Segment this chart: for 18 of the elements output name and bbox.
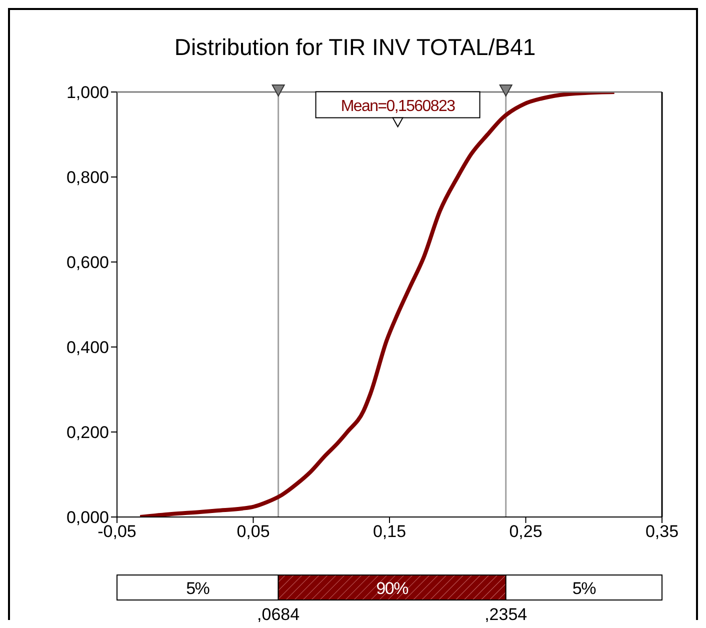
text: ,0684 bbox=[257, 605, 300, 624]
text: 5% bbox=[572, 579, 596, 598]
chart-title: Distribution for TIR INV TOTAL/B41 bbox=[173, 34, 537, 61]
y-tick-label: 0,200 bbox=[66, 423, 109, 442]
x-tick-label: 0,15 bbox=[372, 522, 406, 542]
text: 90% bbox=[376, 579, 409, 598]
x-tick-label: 0,05 bbox=[236, 522, 270, 542]
y-tick-label: 0,600 bbox=[66, 253, 109, 272]
y-tick-label: 0,800 bbox=[66, 168, 109, 188]
y-tick-label: 1,000 bbox=[66, 83, 109, 102]
line-series bbox=[138, 92, 616, 517]
x-tick-label: -0,05 bbox=[98, 522, 136, 542]
annotation: Mean=0,1560823 bbox=[340, 98, 456, 115]
x-tick-label: 0,25 bbox=[509, 522, 542, 542]
text: 5% bbox=[186, 579, 210, 598]
text: ,2354 bbox=[484, 605, 528, 624]
x-tick-label: 0,35 bbox=[645, 522, 679, 542]
y-tick-label: 0,400 bbox=[66, 338, 109, 358]
